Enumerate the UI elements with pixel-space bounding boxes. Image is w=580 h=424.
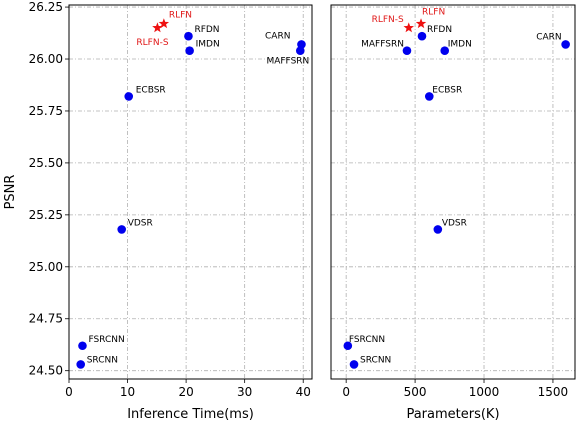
- chart0-point-rlfn-s: [152, 22, 163, 33]
- chart0-point-label-carn: CARN: [265, 31, 290, 41]
- chart0-ytick-label: 26.00: [29, 52, 63, 66]
- chart1-point-ecbsr: [424, 92, 434, 101]
- chart1-point-label-rfdn: RFDN: [427, 25, 452, 35]
- chart1-point-srcnn: [349, 360, 359, 369]
- chart1-point-label-ecbsr: ECBSR: [432, 85, 462, 95]
- chart0-point-fsrcnn: [78, 341, 87, 351]
- chart1-point-label-maffsrn: MAFFSRN: [361, 40, 404, 50]
- chart0-ylabel: PSNR: [3, 175, 18, 210]
- chart0-xtick-label: 20: [178, 385, 193, 399]
- chart0-ytick-label: 25.00: [29, 260, 63, 274]
- chart1-grid: [331, 5, 575, 379]
- chart0-point-label-rlfn: RLFN: [169, 11, 192, 21]
- chart1-frame: [330, 4, 576, 380]
- chart0-frame: [68, 4, 313, 380]
- chart0-ytick-label: 24.50: [29, 364, 63, 378]
- chart0-point-label-ecbsr: ECBSR: [136, 85, 166, 95]
- chart0-ytick-label: 25.75: [29, 104, 63, 118]
- chart1-xtick-label: 0: [342, 385, 350, 399]
- chart1-series-circle: FSRCNN SRCNN VDSR ECBSR MAFFSRN RFDN IMDN CARN: [343, 25, 570, 369]
- chart0-point-srcnn: [76, 360, 86, 369]
- chart0-point-label-vdsr: VDSR: [128, 218, 153, 228]
- chart1-point-label-rlfn: RLFN: [422, 8, 445, 18]
- chart0-point-ecbsr: [124, 92, 134, 101]
- chart0-series-circle: SRCNN FSRCNN VDSR ECBSR IMDN RFDN CARN MAFFSRN: [76, 25, 309, 369]
- chart0-ytick-label: 24.75: [29, 312, 63, 326]
- chart1-point-rlfn-s: [403, 22, 414, 33]
- chart0-point-label-fsrcnn: FSRCNN: [88, 335, 124, 345]
- chart-inference-time: 0 10 20 30 40 24.50 24.75 25.00 25.25 25.50 25.75 2…: [3, 0, 313, 422]
- chart0-point-vdsr: [117, 225, 126, 234]
- chart0-point-imdn: [185, 46, 194, 56]
- chart0-point-rfdn: [184, 31, 193, 41]
- chart1-point-vdsr: [433, 225, 443, 234]
- chart0-xtick-label: 0: [65, 385, 73, 399]
- chart0-point-maffsrn: [295, 46, 305, 56]
- chart0-ytick-label: 26.25: [29, 0, 63, 14]
- chart1-point-label-carn: CARN: [536, 32, 561, 42]
- chart1-point-rlfn: [415, 18, 427, 29]
- chart1-point-label-imdn: IMDN: [448, 40, 472, 50]
- chart0-point-label-srcnn: SRCNN: [87, 355, 118, 365]
- chart0-ytick-label: 25.25: [29, 208, 63, 222]
- chart1-xlabel: Parameters(K): [406, 407, 499, 422]
- chart0-xtick-label: 30: [237, 385, 252, 399]
- chart1-point-label-srcnn: SRCNN: [360, 355, 391, 365]
- chart1-point-carn: [561, 40, 570, 49]
- chart0-point-label-imdn: IMDN: [196, 40, 220, 50]
- chart1-point-label-fsrcnn: FSRCNN: [349, 335, 385, 345]
- chart1-xtick-label: 500: [404, 385, 427, 399]
- chart0-point-label-rlfn-s: RLFN-S: [136, 38, 168, 48]
- chart1-point-imdn: [440, 46, 450, 56]
- chart1-point-label-rlfn-s: RLFN-S: [372, 15, 404, 25]
- chart-parameters: 0 500 1000 1500 Parameters(K) FSRCNN SRCNN VDSR…: [330, 4, 576, 422]
- chart0-xlabel: Inference Time(ms): [127, 407, 254, 422]
- chart1-point-fsrcnn: [343, 341, 353, 351]
- chart0-xtick-label: 40: [296, 385, 311, 399]
- chart0-point-label-maffsrn: MAFFSRN: [266, 57, 309, 67]
- chart0-xtick-label: 10: [120, 385, 135, 399]
- chart1-xtick-label: 1500: [538, 385, 569, 399]
- chart0-series-star: RLFN-S RLFN: [136, 11, 192, 48]
- chart0-point-rlfn: [158, 18, 170, 29]
- chart0-ytick-label: 25.50: [29, 156, 63, 170]
- chart0-point-label-rfdn: RFDN: [194, 25, 219, 35]
- chart1-point-label-vdsr: VDSR: [442, 218, 467, 228]
- chart1-xtick-label: 1000: [469, 385, 500, 399]
- chart1-point-rfdn: [417, 31, 427, 41]
- chart1-point-maffsrn: [402, 46, 412, 56]
- chart1-series-star: RLFN-S RLFN: [372, 8, 445, 33]
